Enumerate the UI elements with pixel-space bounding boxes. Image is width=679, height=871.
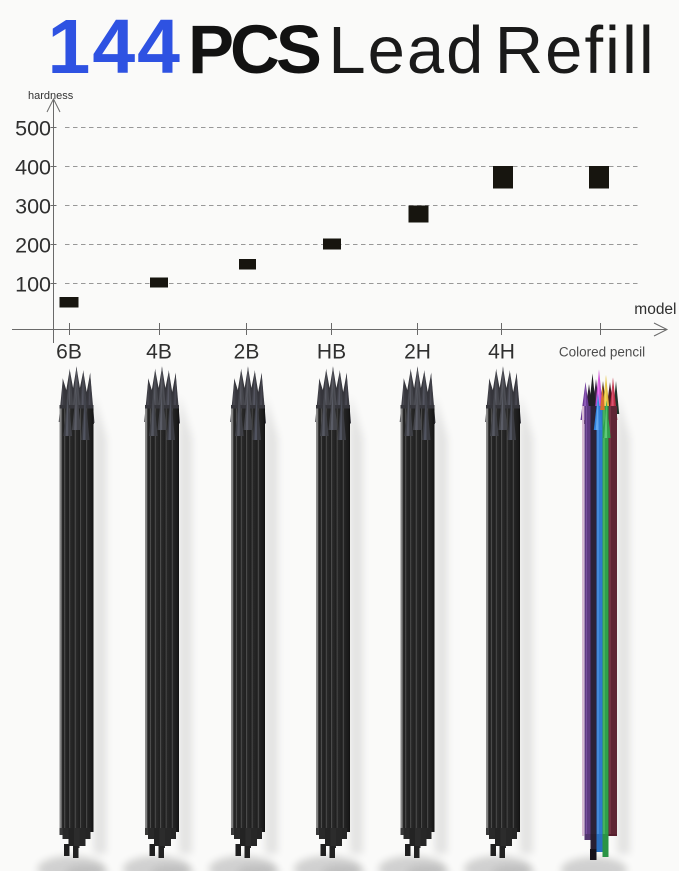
svg-text:hardness: hardness bbox=[28, 90, 74, 102]
svg-text:2B: 2B bbox=[234, 341, 260, 364]
svg-text:500: 500 bbox=[15, 116, 51, 140]
svg-text:100: 100 bbox=[15, 272, 51, 296]
svg-text:Refill: Refill bbox=[495, 13, 656, 88]
svg-text:300: 300 bbox=[15, 194, 51, 218]
svg-text:4H: 4H bbox=[488, 341, 515, 364]
svg-text:2H: 2H bbox=[404, 341, 431, 364]
svg-text:PCS: PCS bbox=[188, 11, 320, 88]
svg-text:6B: 6B bbox=[56, 341, 82, 364]
svg-text:4B: 4B bbox=[146, 341, 172, 364]
svg-text:model: model bbox=[634, 301, 676, 318]
svg-text:144: 144 bbox=[48, 4, 182, 90]
svg-text:200: 200 bbox=[15, 233, 51, 257]
svg-text:Colored pencil: Colored pencil bbox=[559, 344, 645, 359]
svg-text:Lead: Lead bbox=[328, 13, 485, 88]
svg-text:400: 400 bbox=[15, 155, 51, 179]
svg-text:HB: HB bbox=[317, 341, 346, 364]
